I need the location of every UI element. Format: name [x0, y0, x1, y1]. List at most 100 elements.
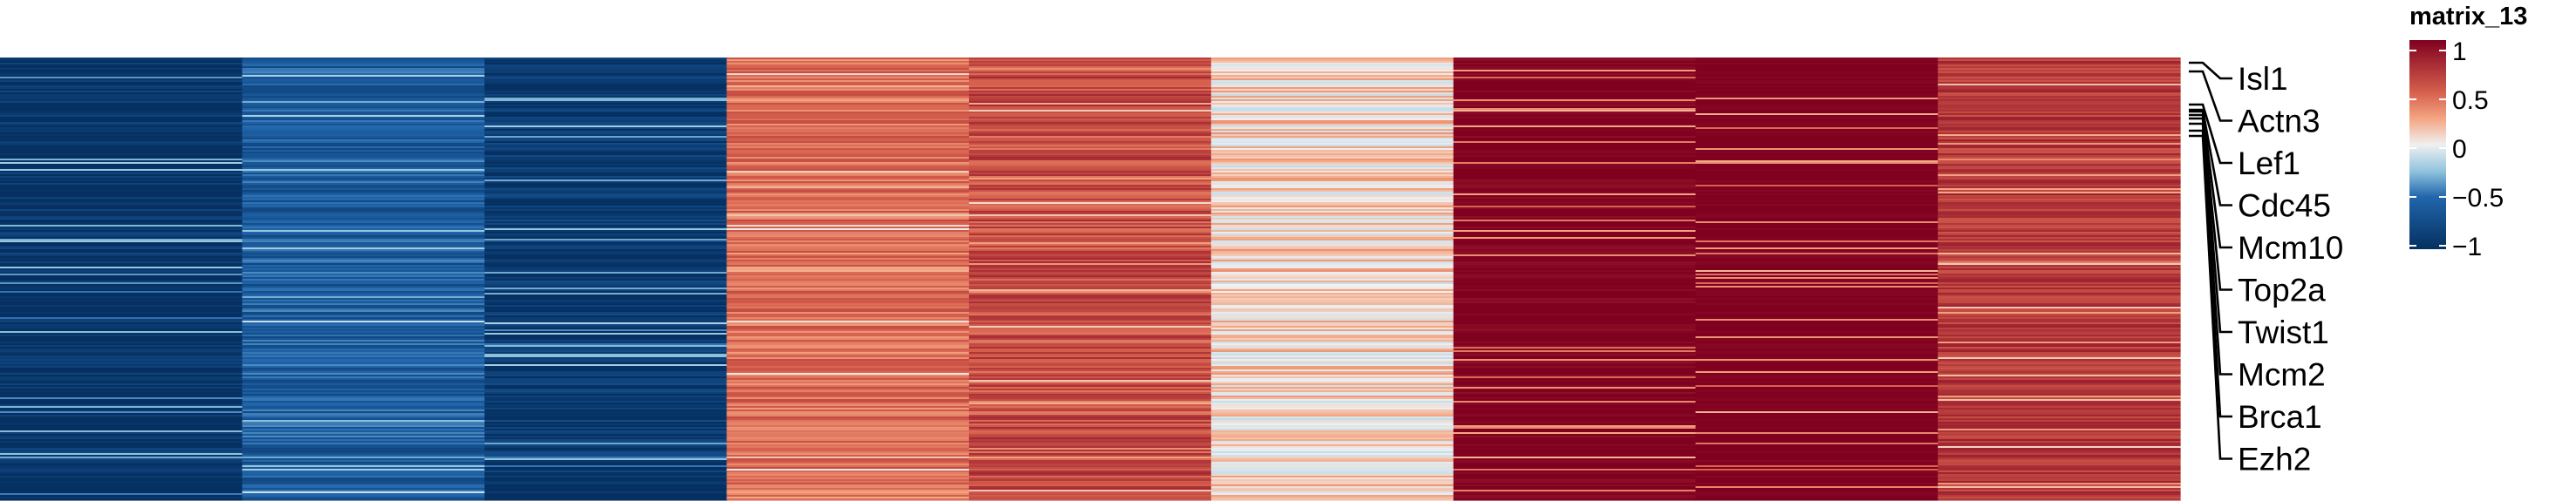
heatmap-cell [242, 125, 486, 128]
heatmap-cell [1453, 403, 1697, 405]
heatmap-cell [1453, 73, 1697, 76]
heatmap-cell [484, 103, 727, 105]
heatmap-cell [1210, 249, 1455, 252]
heatmap-cell [242, 58, 486, 60]
heatmap-cell [484, 396, 727, 398]
heatmap-cell [242, 497, 486, 499]
heatmap-cell [1938, 474, 2181, 477]
heatmap-cell [1695, 315, 1939, 318]
heatmap-cell [1938, 96, 2181, 98]
heatmap-cell [726, 256, 970, 259]
heatmap-cell [0, 73, 243, 76]
heatmap-cell [242, 308, 486, 311]
heatmap-cell [1938, 164, 2181, 166]
heatmap-cell [726, 216, 970, 219]
heatmap-cell [1695, 251, 1939, 254]
heatmap-cell [0, 94, 243, 97]
heatmap-cell [726, 471, 970, 473]
heatmap-cell [726, 319, 970, 322]
heatmap-cell [484, 80, 727, 83]
heatmap-cell [484, 66, 727, 69]
legend-tick-label: 0.5 [2452, 86, 2489, 115]
heatmap-cell [242, 268, 486, 271]
heatmap-cell [1210, 84, 1455, 86]
heatmap-cell [1210, 295, 1455, 297]
heatmap-cell [1453, 336, 1697, 339]
heatmap-cell [969, 448, 1212, 450]
heatmap-cell [1453, 460, 1697, 463]
heatmap-cell [969, 85, 1212, 88]
heatmap-cell [242, 422, 486, 424]
heatmap-cell [484, 352, 727, 355]
heatmap-cell [0, 430, 243, 433]
heatmap-cell [969, 493, 1212, 496]
heatmap-cell [1453, 70, 1697, 72]
heatmap-cell [1695, 202, 1939, 205]
heatmap-cell [242, 425, 486, 428]
heatmap-cell [484, 73, 727, 76]
heatmap-cell [0, 460, 243, 463]
gene-link-line [2189, 117, 2232, 334]
heatmap-cell [484, 357, 727, 360]
heatmap-cell [1695, 132, 1939, 135]
heatmap-cell [242, 146, 486, 149]
heatmap-cell [1938, 204, 2181, 206]
heatmap-cell [1695, 401, 1939, 403]
heatmap-cell [0, 338, 243, 341]
heatmap-cell [1695, 436, 1939, 438]
heatmap-cell [1210, 254, 1455, 257]
heatmap-cell [0, 471, 243, 473]
heatmap-cell [0, 195, 243, 198]
heatmap-cell [0, 89, 243, 91]
heatmap-cell [1695, 213, 1939, 215]
heatmap-cell [1938, 389, 2181, 391]
heatmap-cell [1210, 382, 1455, 384]
heatmap-cell [1938, 490, 2181, 492]
heatmap-cell [0, 68, 243, 71]
heatmap-cell [0, 322, 243, 325]
heatmap-cell [242, 396, 486, 398]
heatmap-cell [726, 279, 970, 281]
heatmap-cell [242, 338, 486, 341]
heatmap-cell [484, 340, 727, 342]
heatmap-cell [726, 462, 970, 464]
heatmap-cell [242, 195, 486, 198]
heatmap-cell [1453, 439, 1697, 442]
heatmap-cell [726, 202, 970, 205]
heatmap-cell [0, 167, 243, 170]
heatmap-cell [1938, 408, 2181, 410]
heatmap-cell [0, 223, 243, 226]
heatmap-cell [1938, 282, 2181, 285]
heatmap-cell [1453, 371, 1697, 374]
heatmap-cell [726, 493, 970, 496]
heatmap-cell [484, 467, 727, 470]
heatmap-cell [726, 479, 970, 482]
heatmap-cell [1210, 59, 1455, 62]
heatmap-cell [1938, 101, 2181, 104]
heatmap-cell [1210, 427, 1455, 430]
heatmap-cell [484, 481, 727, 484]
heatmap-cell [1210, 455, 1455, 457]
heatmap-cell [969, 139, 1212, 142]
heatmap-cell [969, 410, 1212, 412]
heatmap-cell [1938, 117, 2181, 119]
heatmap-cell [1938, 206, 2181, 208]
heatmap-cell [242, 145, 486, 147]
heatmap-cell [1695, 279, 1939, 281]
heatmap-cell [1210, 277, 1455, 280]
heatmap-cell [1210, 340, 1455, 342]
heatmap-cell [1210, 66, 1455, 69]
heatmap-cell [1695, 214, 1939, 217]
heatmap-cell [242, 71, 486, 74]
heatmap-cell [0, 108, 243, 111]
heatmap-cell [969, 284, 1212, 287]
heatmap-cell [1210, 378, 1455, 381]
heatmap-cell [1695, 359, 1939, 362]
heatmap-cell [1938, 404, 2181, 407]
heatmap-cell [0, 451, 243, 454]
heatmap-cell [242, 385, 486, 388]
heatmap-cell [1210, 171, 1455, 173]
heatmap-cell [1938, 331, 2181, 334]
heatmap-cell [0, 347, 243, 349]
heatmap-cell [1695, 444, 1939, 447]
